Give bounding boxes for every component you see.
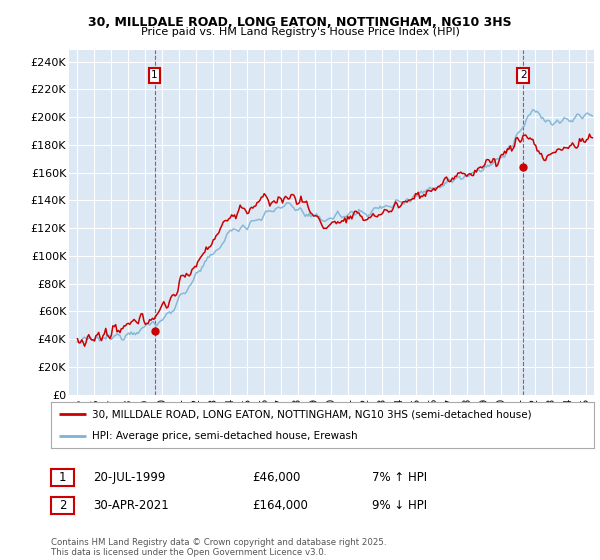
Text: 20-JUL-1999: 20-JUL-1999 bbox=[93, 470, 166, 484]
Text: 9% ↓ HPI: 9% ↓ HPI bbox=[372, 498, 427, 512]
Text: £164,000: £164,000 bbox=[252, 498, 308, 512]
Text: 30-APR-2021: 30-APR-2021 bbox=[93, 498, 169, 512]
Text: 1: 1 bbox=[59, 470, 66, 484]
Text: 30, MILLDALE ROAD, LONG EATON, NOTTINGHAM, NG10 3HS (semi-detached house): 30, MILLDALE ROAD, LONG EATON, NOTTINGHA… bbox=[92, 409, 532, 419]
Text: HPI: Average price, semi-detached house, Erewash: HPI: Average price, semi-detached house,… bbox=[92, 431, 358, 441]
Text: 1: 1 bbox=[151, 71, 158, 81]
Text: 30, MILLDALE ROAD, LONG EATON, NOTTINGHAM, NG10 3HS: 30, MILLDALE ROAD, LONG EATON, NOTTINGHA… bbox=[88, 16, 512, 29]
Text: Contains HM Land Registry data © Crown copyright and database right 2025.
This d: Contains HM Land Registry data © Crown c… bbox=[51, 538, 386, 557]
Text: 7% ↑ HPI: 7% ↑ HPI bbox=[372, 470, 427, 484]
Text: Price paid vs. HM Land Registry's House Price Index (HPI): Price paid vs. HM Land Registry's House … bbox=[140, 27, 460, 37]
Text: 2: 2 bbox=[520, 71, 527, 81]
Text: £46,000: £46,000 bbox=[252, 470, 301, 484]
Text: 2: 2 bbox=[59, 498, 66, 512]
